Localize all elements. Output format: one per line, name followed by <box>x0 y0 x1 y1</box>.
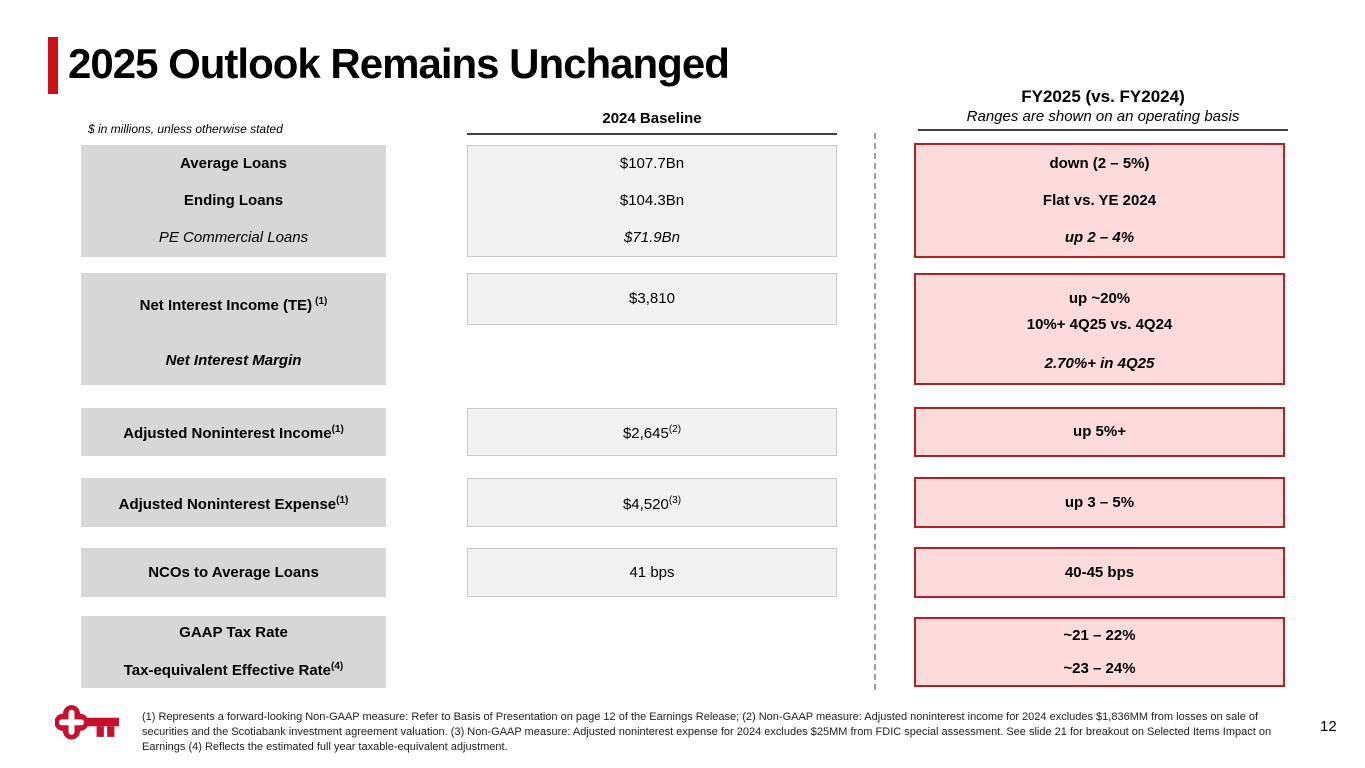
row-adj-noninterest-expense: Adjusted Noninterest Expense(1) $4,520(3… <box>0 477 1365 528</box>
label-average-loans: Average Loans <box>180 154 287 172</box>
row-ncos-outlook: 40-45 bps <box>914 547 1285 598</box>
outlook-header-title: FY2025 (vs. FY2024) <box>1021 87 1185 106</box>
row-adj-income-outlook: up 5%+ <box>914 407 1285 457</box>
outlook-header-subtitle: Ranges are shown on an operating basis <box>966 108 1240 125</box>
value-average-loans: $107.7Bn <box>619 155 685 173</box>
baseline-column-header: 2024 Baseline <box>467 110 837 135</box>
row-ncos-labels: NCOs to Average Loans <box>81 548 386 597</box>
outlook-column-header: FY2025 (vs. FY2024) Ranges are shown on … <box>918 87 1288 131</box>
row-net-interest-baseline: $3,810 <box>467 273 837 325</box>
label-adj-noninterest-income: Adjusted Noninterest Income(1) <box>123 424 344 442</box>
row-adj-expense-baseline: $4,520(3) <box>467 478 837 527</box>
label-adj-noninterest-expense: Adjusted Noninterest Expense(1) <box>118 494 349 513</box>
row-adj-expense-labels: Adjusted Noninterest Expense(1) <box>81 478 386 527</box>
value-adj-noninterest-expense: $4,520(3) <box>622 494 682 513</box>
row-loans-labels: Average Loans Ending Loans PE Commercial… <box>81 145 386 257</box>
outlook-gaap-tax-rate: ~21 – 22% <box>1063 626 1136 644</box>
title-accent-bar <box>48 37 58 94</box>
row-tax-labels: GAAP Tax Rate Tax-equivalent Effective R… <box>81 616 386 688</box>
outlook-tax-equivalent-rate: ~23 – 24% <box>1063 659 1136 677</box>
row-adj-noninterest-income: Adjusted Noninterest Income(1) $2,645(2)… <box>0 407 1365 457</box>
outlook-nii-4q: 10%+ 4Q25 vs. 4Q24 <box>1026 316 1173 333</box>
value-pe-commercial-loans: $71.9Bn <box>624 228 680 246</box>
row-loans-outlook: down (2 – 5%) Flat vs. YE 2024 up 2 – 4% <box>914 143 1285 258</box>
value-net-interest-income: $3,810 <box>629 290 675 307</box>
value-adj-noninterest-income: $2,645(2) <box>622 424 682 442</box>
row-tax-rates: GAAP Tax Rate Tax-equivalent Effective R… <box>0 616 1365 688</box>
row-net-interest-labels: Net Interest Income (TE) (1) Net Interest… <box>81 273 386 385</box>
row-tax-outlook: ~21 – 22% ~23 – 24% <box>914 617 1285 687</box>
outlook-adj-noninterest-income: up 5%+ <box>1073 423 1126 440</box>
footnotes: (1) Represents a forward-looking Non-GAA… <box>142 711 1272 754</box>
outlook-pe-commercial-loans: up 2 – 4% <box>1064 228 1135 246</box>
row-adj-income-baseline: $2,645(2) <box>467 408 837 456</box>
outlook-ending-loans: Flat vs. YE 2024 <box>1042 191 1157 209</box>
row-ncos: NCOs to Average Loans 41 bps 40-45 bps <box>0 547 1365 598</box>
label-ending-loans: Ending Loans <box>183 191 284 209</box>
outlook-average-loans: down (2 – 5%) <box>1049 154 1150 172</box>
label-tax-equivalent-rate: Tax-equivalent Effective Rate(4) <box>123 661 344 679</box>
row-adj-income-labels: Adjusted Noninterest Income(1) <box>81 408 386 456</box>
units-note: $ in millions, unless otherwise stated <box>88 122 283 136</box>
row-loans-baseline: $107.7Bn $104.3Bn $71.9Bn <box>467 145 837 257</box>
value-ncos: 41 bps <box>629 563 675 581</box>
outlook-ncos: 40-45 bps <box>1064 563 1135 581</box>
value-ending-loans: $104.3Bn <box>619 191 685 209</box>
dashed-divider <box>874 133 876 690</box>
page-title: 2025 Outlook Remains Unchanged <box>68 40 730 87</box>
outlook-nim-4q: 2.70%+ in 4Q25 <box>1044 355 1155 372</box>
label-gaap-tax-rate: GAAP Tax Rate <box>179 624 288 641</box>
outlook-nii-fy: up ~20% <box>1068 290 1131 307</box>
label-pe-commercial-loans: PE Commercial Loans <box>158 229 309 247</box>
row-adj-expense-outlook: up 3 – 5% <box>914 477 1285 528</box>
label-net-interest-margin: Net Interest Margin <box>165 352 302 369</box>
row-net-interest: Net Interest Income (TE) (1) Net Interest… <box>0 273 1365 385</box>
page-number: 12 <box>1320 718 1337 735</box>
outlook-adj-noninterest-expense: up 3 – 5% <box>1064 493 1135 511</box>
row-ncos-baseline: 41 bps <box>467 548 837 597</box>
row-loans: Average Loans Ending Loans PE Commercial… <box>0 143 1365 258</box>
label-net-interest-income: Net Interest Income (TE) (1) <box>139 296 328 314</box>
label-ncos: NCOs to Average Loans <box>148 563 319 581</box>
row-net-interest-outlook: up ~20% 10%+ 4Q25 vs. 4Q24 2.70%+ in 4Q2… <box>914 273 1285 385</box>
keybank-key-logo-icon <box>54 701 121 745</box>
